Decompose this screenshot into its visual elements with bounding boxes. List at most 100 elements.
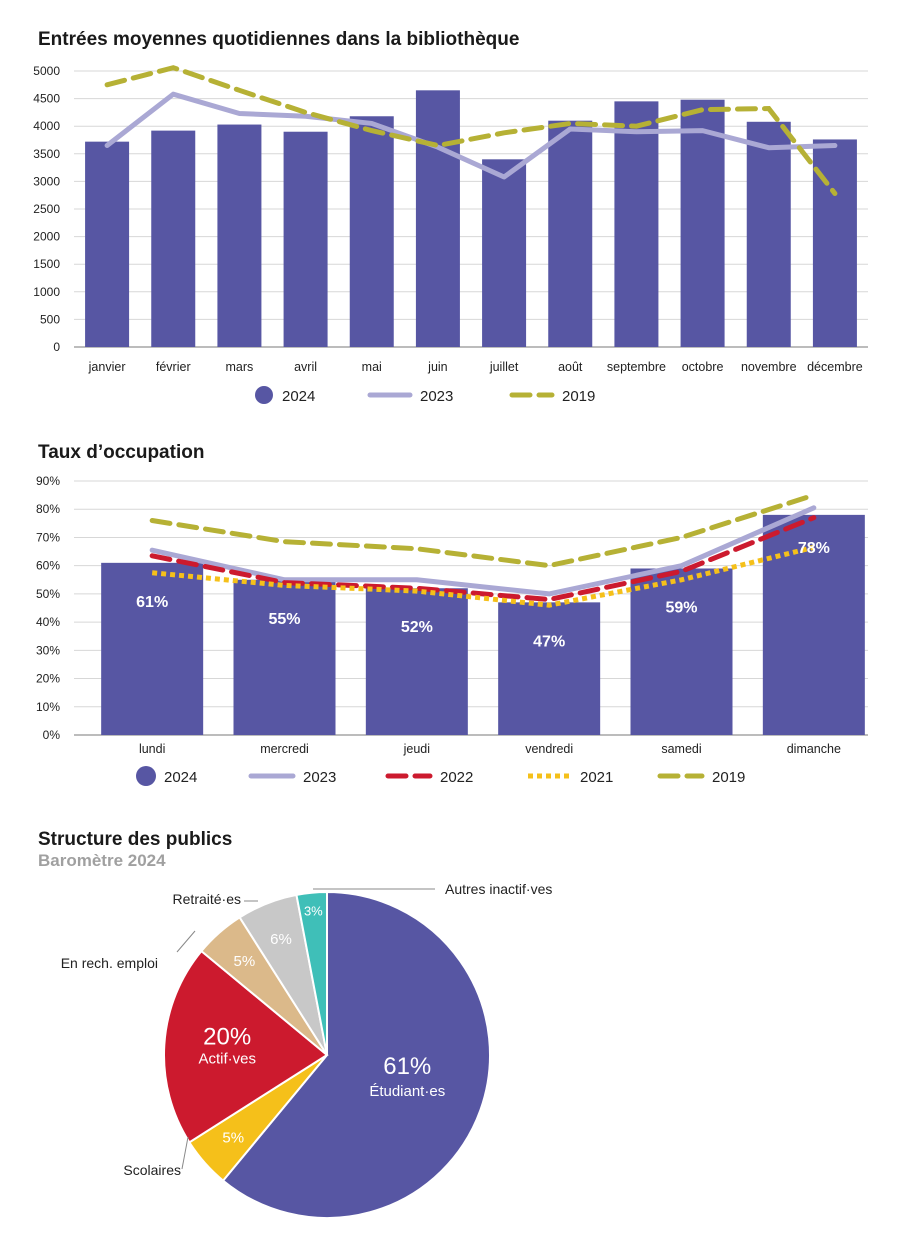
monthly-entries-chart: 0 500 1000 1500 2000 2500 3000 3500 4000 4500 5000…: [33, 64, 868, 405]
x-tick-label: lundi: [139, 742, 165, 756]
line-2022: [149, 515, 817, 603]
slice-name: Autres inactif·ves: [445, 881, 552, 897]
line-2023: [149, 505, 817, 597]
bar-2024: [85, 141, 130, 347]
legend-marker-2024: [255, 386, 273, 404]
bar-2024: [349, 116, 394, 347]
bar-2024: [614, 101, 659, 347]
slice-name: Étudiant·es: [369, 1083, 445, 1100]
legend-label-2023: 2023: [303, 769, 336, 786]
x-tick-label: février: [156, 360, 191, 374]
leader-line: [176, 930, 196, 953]
bar-2024: [101, 562, 204, 735]
x-tick-label: vendredi: [525, 742, 573, 756]
x-tick-label: juillet: [489, 360, 519, 374]
slice-percent: 5%: [233, 953, 255, 970]
chart3-subtitle: Baromètre 2024: [38, 851, 166, 870]
y-tick-label: 3500: [33, 147, 60, 161]
bar-2024: [233, 579, 336, 735]
slice-percent: 5%: [222, 1130, 244, 1147]
occupancy-rate-chart: 0% 10% 20% 30% 40% 50% 60% 70% 80% 90% lundi mercre…: [36, 474, 868, 786]
data-label: 55%: [268, 611, 300, 628]
y-tick-label: 40%: [36, 615, 60, 629]
line-2023: [104, 91, 838, 180]
bar-2024: [762, 514, 865, 735]
bar-2024: [283, 131, 328, 347]
y-tick-label: 10%: [36, 700, 60, 714]
bar-2024: [746, 121, 791, 347]
legend-label-2021: 2021: [580, 769, 613, 786]
y-tick-label: 4000: [33, 119, 60, 133]
slice-percent: 6%: [270, 931, 292, 948]
x-tick-label: août: [558, 360, 583, 374]
y-tick-label: 80%: [36, 502, 60, 516]
data-label: 78%: [798, 540, 830, 557]
data-label: 52%: [401, 619, 433, 636]
y-tick-label: 90%: [36, 474, 60, 488]
bar-2024: [498, 602, 601, 735]
chart3-title: Structure des publics: [38, 829, 233, 850]
y-tick-label: 0: [53, 340, 60, 354]
bar-2024: [630, 568, 733, 735]
y-tick-label: 1000: [33, 285, 60, 299]
legend-marker-2024: [136, 766, 156, 786]
line-2019: [149, 492, 817, 569]
x-tick-label: juin: [427, 360, 448, 374]
slice-percent: 20%: [203, 1024, 251, 1051]
y-tick-label: 60%: [36, 559, 60, 573]
slice-name: Actif·ves: [198, 1051, 256, 1068]
x-tick-label: décembre: [807, 360, 863, 374]
pie-slice: [163, 949, 329, 1144]
y-tick-label: 2500: [33, 202, 60, 216]
y-tick-label: 70%: [36, 530, 60, 544]
y-tick-label: 2000: [33, 230, 60, 244]
slice-percent: 61%: [383, 1053, 431, 1080]
x-tick-label: janvier: [88, 360, 126, 374]
chart1-title: Entrées moyennes quotidiennes dans la bi…: [38, 29, 520, 50]
y-tick-label: 1500: [33, 257, 60, 271]
line-2019: [104, 65, 838, 197]
legend-label-2024: 2024: [282, 388, 315, 405]
pie-slice: [295, 890, 328, 1056]
pie-slice: [221, 890, 491, 1219]
y-tick-label: 500: [40, 312, 60, 326]
x-tick-label: avril: [294, 360, 317, 374]
slice-name: Retraité·es: [173, 891, 241, 907]
x-tick-label: septembre: [607, 360, 666, 374]
legend-label-2022: 2022: [440, 769, 473, 786]
slice-name: Scolaires: [123, 1162, 181, 1178]
bar-2024: [548, 120, 593, 348]
legend-label-2019: 2019: [562, 388, 595, 405]
bar-2024: [151, 130, 196, 347]
slice-percent: 3%: [304, 904, 323, 919]
x-tick-label: mai: [362, 360, 382, 374]
bar-2024: [482, 159, 527, 347]
chart2-title: Taux d’occupation: [38, 442, 205, 463]
audience-structure-pie: 61% Étudiant·es 5% 20%Actif·ves 5% 6% 3% Scolai…: [61, 881, 552, 1219]
bar-2024: [217, 124, 262, 347]
leader-line: [181, 1136, 189, 1170]
x-tick-label: jeudi: [403, 742, 430, 756]
y-tick-label: 3000: [33, 174, 60, 188]
data-label: 61%: [136, 594, 168, 611]
slice-name: En rech. emploi: [61, 955, 158, 971]
y-tick-label: 20%: [36, 672, 60, 686]
bar-2024: [415, 90, 460, 347]
x-tick-label: octobre: [682, 360, 724, 374]
x-tick-label: novembre: [741, 360, 797, 374]
data-label: 59%: [665, 599, 697, 616]
x-tick-label: samedi: [661, 742, 701, 756]
bar-2024: [680, 99, 725, 347]
bar-2024: [365, 588, 468, 735]
legend-label-2019: 2019: [712, 769, 745, 786]
y-tick-label: 5000: [33, 64, 60, 78]
x-tick-label: dimanche: [787, 742, 841, 756]
y-tick-label: 0%: [43, 728, 61, 742]
x-tick-label: mercredi: [260, 742, 309, 756]
y-tick-label: 50%: [36, 587, 60, 601]
line-2021: [151, 544, 815, 608]
legend-label-2024: 2024: [164, 769, 197, 786]
data-label: 47%: [533, 633, 565, 650]
y-tick-label: 4500: [33, 92, 60, 106]
y-tick-label: 30%: [36, 643, 60, 657]
